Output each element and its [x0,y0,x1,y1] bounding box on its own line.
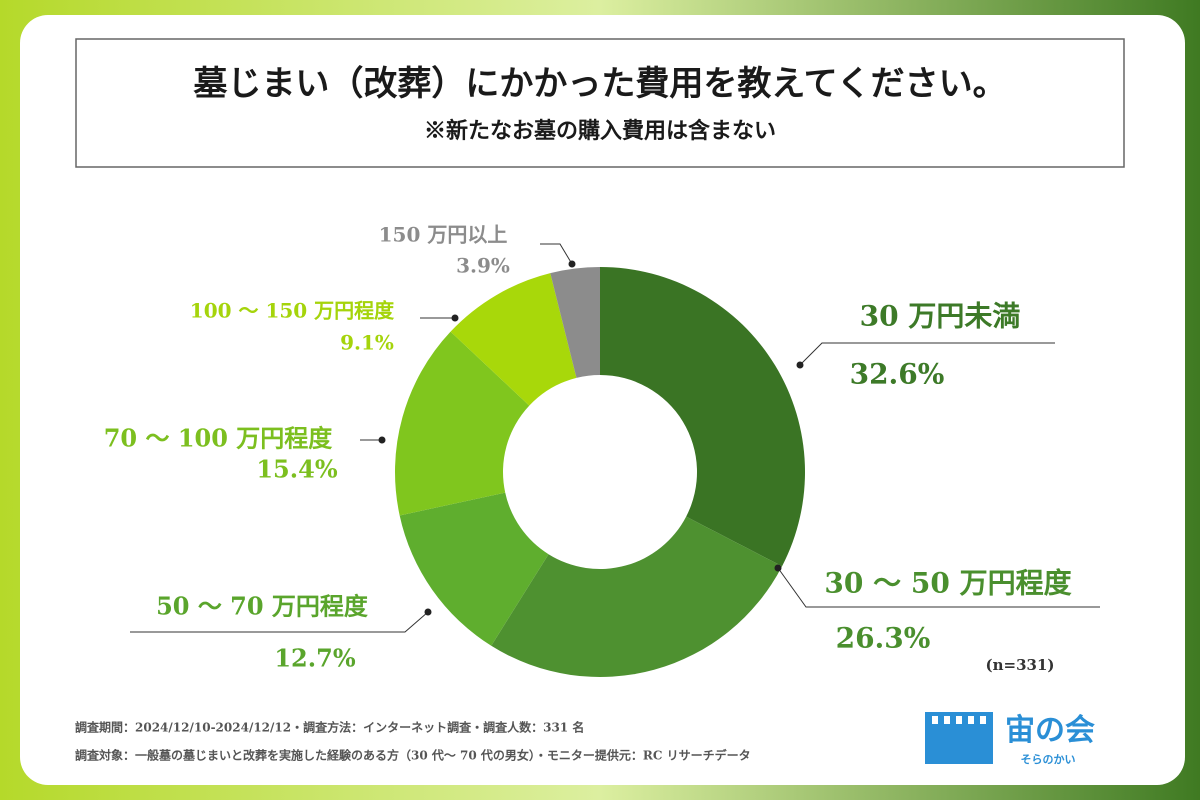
slice-value: 26.3% [836,622,931,655]
donut-slice [491,516,783,677]
logo-icon [925,712,993,764]
leader-line [777,567,1100,608]
logo-name: 宙の会 [1005,713,1095,748]
slice-label: 150 万円以上 [379,223,508,247]
slice-label: 30 ～ 50 万円程度 [824,567,1071,600]
leader-line [540,243,573,265]
card [20,15,1185,785]
slice-value: 9.1% [340,331,394,355]
donut-slice [399,492,549,646]
slice-label: 50 ～ 70 万円程度 [156,592,369,621]
logo-reading: そらのかい [1021,753,1076,766]
leader-dot [774,564,782,572]
slice-label: 100 ～ 150 万円程度 [190,299,395,323]
title-box [75,38,1125,168]
leader-line [799,342,1055,366]
leader-line [130,611,429,633]
donut-slice [450,273,577,406]
leader-dot [568,260,576,268]
slice-label: 30 万円未満 [860,300,1021,333]
slice-value: 12.7% [274,644,355,673]
leader-dot [378,436,386,444]
leader-dot [451,314,459,322]
footnote: 調査対象：一般墓の墓じまいと改葬を実施した経験のある方（30 代～ 70 代の男… [75,748,751,763]
chart-title: 墓じまい（改葬）にかかった費用を教えてください。 [192,64,1006,104]
donut-slice [550,267,600,378]
donut-slice [395,331,530,516]
footnote: 調査期間：2024/12/10-2024/12/12・調査方法：インターネット調… [75,720,584,735]
leader-dot [796,361,804,369]
leader-dot [424,608,432,616]
slice-value: 15.4% [256,455,337,484]
slice-label: 70 ～ 100 万円程度 [104,424,334,453]
sample-size: (n=331) [986,656,1055,674]
donut-slice [600,267,805,567]
chart-subtitle: ※新たなお墓の購入費用は含まない [424,118,776,144]
slice-value: 3.9% [456,254,510,278]
slice-value: 32.6% [850,358,945,391]
